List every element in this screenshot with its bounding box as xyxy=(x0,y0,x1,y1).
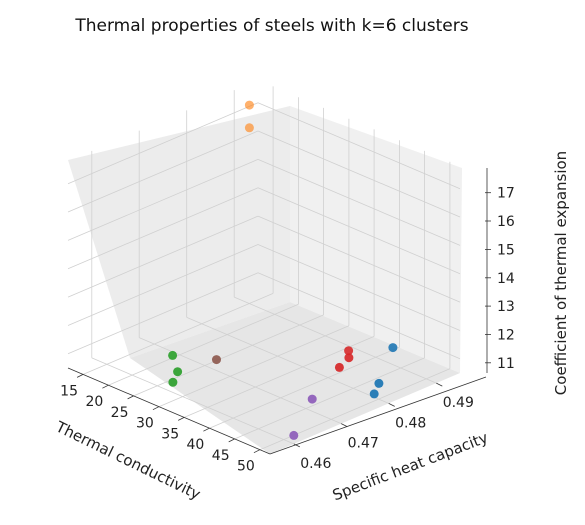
data-point-cluster-0 xyxy=(374,378,384,388)
y-gridline xyxy=(186,317,389,404)
z-gridline xyxy=(257,215,461,303)
x-tick-mark xyxy=(76,374,84,378)
y-tick-label: 0.47 xyxy=(348,436,379,452)
x-tick-label: 30 xyxy=(136,416,154,432)
z-tick-label: 11 xyxy=(497,356,515,372)
floor-pane xyxy=(130,302,460,454)
x-tick-label: 35 xyxy=(161,426,179,442)
y-tick-mark xyxy=(341,423,348,427)
x-tick-mark xyxy=(203,427,210,432)
z-gridline xyxy=(67,215,259,298)
x-gridline xyxy=(133,314,324,397)
data-point-cluster-3 xyxy=(344,346,354,356)
z-tick-label: 16 xyxy=(497,214,515,230)
z-gridline xyxy=(67,272,259,355)
y-axis-line xyxy=(269,376,487,455)
z-tick-label: 13 xyxy=(497,299,515,315)
x-axis-label: Thermal conductivity xyxy=(52,417,203,503)
x-tick-mark xyxy=(253,449,261,454)
data-point-cluster-2 xyxy=(168,377,178,387)
z-gridline xyxy=(67,187,259,270)
data-point-cluster-4 xyxy=(307,394,317,404)
x-tick-mark xyxy=(228,438,235,443)
side-pane xyxy=(290,106,462,373)
chart-title: Thermal properties of steels with k=6 cl… xyxy=(74,16,468,36)
x-gridline xyxy=(209,346,400,429)
data-point-cluster-4 xyxy=(289,430,299,440)
data-point-cluster-1 xyxy=(244,100,254,110)
z-gridline xyxy=(67,159,259,241)
x-tick-label: 25 xyxy=(111,405,129,421)
x-gridline xyxy=(234,357,425,440)
x-tick-label: 40 xyxy=(186,437,204,453)
x-tick-label: 20 xyxy=(85,394,103,410)
z-gridline xyxy=(257,272,461,360)
y-gridline xyxy=(234,296,437,384)
z-tick-label: 12 xyxy=(497,328,515,344)
x-tick-label: 50 xyxy=(237,459,255,475)
x-tick-mark xyxy=(178,417,185,421)
y-tick-mark xyxy=(293,443,300,448)
data-point-cluster-3 xyxy=(334,362,344,372)
data-point-cluster-0 xyxy=(388,343,398,353)
z-tick-label: 15 xyxy=(497,242,515,258)
z-gridline xyxy=(67,102,259,185)
axis-lines xyxy=(67,168,488,455)
x-gridline xyxy=(184,336,375,418)
x-gridline xyxy=(158,325,350,408)
x-tick-mark xyxy=(127,395,134,400)
z-gridline xyxy=(257,102,461,190)
x-tick-label: 15 xyxy=(60,383,78,399)
x-tick-label: 45 xyxy=(212,448,230,464)
data-point-cluster-0 xyxy=(369,389,379,399)
z-gridline xyxy=(67,244,259,326)
x-tick-mark xyxy=(102,384,109,389)
z-gridline xyxy=(257,130,461,218)
y-tick-mark xyxy=(436,382,443,387)
x-gridline xyxy=(82,293,274,375)
x-gridline xyxy=(108,303,299,386)
y-tick-label: 0.46 xyxy=(300,456,331,472)
z-gridline xyxy=(257,244,461,331)
data-point-cluster-2 xyxy=(168,350,178,360)
z-gridline xyxy=(67,130,259,213)
data-points xyxy=(168,100,398,440)
x-axis-line xyxy=(67,367,271,455)
z-gridline xyxy=(257,159,461,246)
y-tick-label: 0.49 xyxy=(443,395,474,411)
data-point-cluster-5 xyxy=(212,355,221,365)
z-axis-label: Coefficient of thermal expansion xyxy=(552,151,570,395)
z-gridline xyxy=(257,187,461,275)
data-point-cluster-1 xyxy=(244,123,254,133)
z-tick-label: 17 xyxy=(497,186,515,202)
y-tick-label: 0.48 xyxy=(395,415,426,431)
x-tick-mark xyxy=(152,406,160,411)
y-gridline xyxy=(91,357,294,445)
y-tick-mark xyxy=(388,403,395,407)
z-tick-label: 14 xyxy=(497,271,515,287)
data-point-cluster-2 xyxy=(173,367,183,377)
data-point-cluster-3 xyxy=(344,353,354,363)
grid-lines xyxy=(67,86,461,451)
tick-marks xyxy=(76,192,491,454)
